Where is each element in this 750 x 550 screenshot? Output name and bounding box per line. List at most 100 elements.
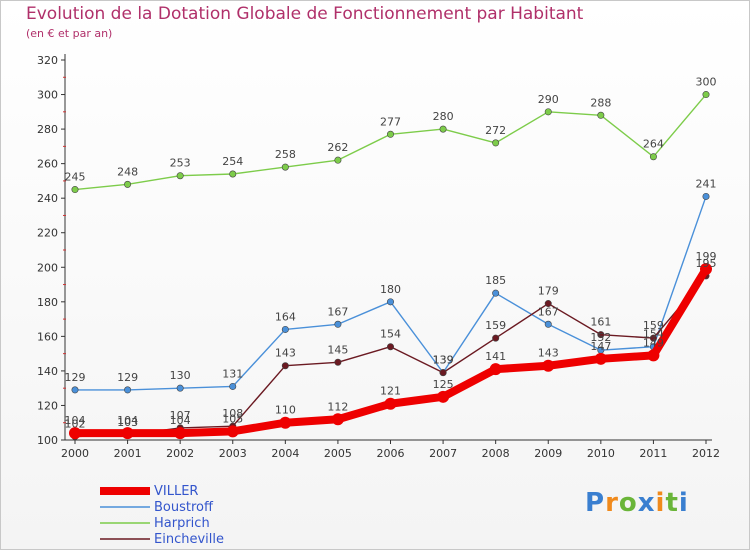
data-point xyxy=(544,300,552,308)
data-point xyxy=(647,349,660,362)
x-tick-label: 2012 xyxy=(692,447,720,460)
data-label: 280 xyxy=(433,110,454,123)
x-tick-label: 2002 xyxy=(166,447,194,460)
data-label: 167 xyxy=(327,305,348,318)
data-point xyxy=(386,130,394,138)
data-label: 149 xyxy=(643,336,664,349)
data-label: 154 xyxy=(643,328,664,341)
x-tick-label: 2003 xyxy=(219,447,247,460)
data-point xyxy=(597,331,605,339)
logo-letter: t xyxy=(665,488,679,518)
data-point xyxy=(544,108,552,116)
data-point xyxy=(176,172,184,180)
data-point xyxy=(174,427,187,440)
logo-letter: r xyxy=(605,488,619,518)
data-label: 141 xyxy=(485,350,506,363)
data-point xyxy=(279,416,292,429)
data-label: 167 xyxy=(538,305,559,318)
data-label: 121 xyxy=(380,385,401,398)
data-point xyxy=(229,382,237,390)
data-point xyxy=(334,320,342,328)
legend-swatch-harprich xyxy=(100,522,150,524)
data-point xyxy=(226,425,239,438)
y-tick-label: 120 xyxy=(37,399,58,412)
y-tick-label: 100 xyxy=(37,434,58,447)
data-label: 262 xyxy=(327,141,348,154)
data-label: 159 xyxy=(485,319,506,332)
data-point xyxy=(597,111,605,119)
data-label: 139 xyxy=(433,354,454,367)
data-point xyxy=(331,413,344,426)
x-tick-label: 2010 xyxy=(587,447,615,460)
data-point xyxy=(489,363,502,376)
data-label: 180 xyxy=(380,283,401,296)
data-label: 125 xyxy=(433,378,454,391)
x-tick-label: 2000 xyxy=(61,447,89,460)
data-point xyxy=(281,362,289,370)
data-label: 129 xyxy=(65,371,86,384)
logo-letter: P xyxy=(585,488,606,518)
legend-label-viller: VILLER xyxy=(154,483,199,499)
data-label: 139 xyxy=(433,354,454,367)
data-point xyxy=(281,163,289,171)
data-label: 103 xyxy=(117,416,138,429)
data-point xyxy=(542,359,555,372)
data-label: 195 xyxy=(696,257,717,270)
legend-label-eincheville: Eincheville xyxy=(154,531,224,547)
data-label: 277 xyxy=(380,115,401,128)
legend-item-harprich: Harprich xyxy=(100,515,224,531)
y-tick-label: 300 xyxy=(37,89,58,102)
data-label: 161 xyxy=(590,316,611,329)
logo-letter: o xyxy=(618,488,638,518)
series-line-harprich xyxy=(74,93,707,191)
data-label: 199 xyxy=(696,250,717,263)
data-point xyxy=(69,427,81,440)
data-label: 264 xyxy=(643,138,664,151)
legend-item-boustroff: Boustroff xyxy=(100,499,224,515)
data-label: 300 xyxy=(696,76,717,89)
data-point xyxy=(700,263,712,275)
data-point xyxy=(71,186,79,194)
data-label: 154 xyxy=(380,328,401,341)
x-tick-label: 2011 xyxy=(639,447,667,460)
data-point xyxy=(492,289,500,297)
y-tick-label: 180 xyxy=(37,296,58,309)
data-label: 245 xyxy=(65,171,86,184)
logo-letter: i xyxy=(655,488,666,518)
data-label: 104 xyxy=(65,414,86,427)
x-tick-label: 2009 xyxy=(534,447,562,460)
x-tick-label: 2004 xyxy=(271,447,299,460)
data-label: 258 xyxy=(275,148,296,161)
y-tick-label: 240 xyxy=(37,192,58,205)
legend-swatch-eincheville xyxy=(100,538,150,540)
data-label: 102 xyxy=(65,418,86,431)
data-label: 143 xyxy=(275,347,296,360)
data-label: 107 xyxy=(170,409,191,422)
data-label: 248 xyxy=(117,165,138,178)
y-tick-label: 220 xyxy=(37,227,58,240)
data-label: 288 xyxy=(590,96,611,109)
data-point xyxy=(439,369,447,377)
y-tick-label: 160 xyxy=(37,330,58,343)
data-point xyxy=(124,180,132,188)
x-tick-label: 2006 xyxy=(377,447,405,460)
data-point xyxy=(649,153,657,161)
data-label: 104 xyxy=(117,414,138,427)
data-point xyxy=(386,298,394,306)
data-point xyxy=(702,192,710,200)
data-point xyxy=(386,343,394,351)
data-point xyxy=(124,386,132,394)
proxiti-logo: Proxiti xyxy=(585,488,689,518)
data-label: 130 xyxy=(170,369,191,382)
y-tick-label: 200 xyxy=(37,261,58,274)
data-label: 129 xyxy=(117,371,138,384)
chart-subtitle: (en € et par an) xyxy=(26,27,113,40)
data-label: 108 xyxy=(222,407,243,420)
legend-label-harprich: Harprich xyxy=(154,515,210,531)
data-label: 290 xyxy=(538,93,559,106)
legend-swatch-boustroff xyxy=(100,506,150,508)
data-point xyxy=(649,334,657,342)
logo-letter: i xyxy=(678,488,689,518)
data-label: 131 xyxy=(222,367,243,380)
